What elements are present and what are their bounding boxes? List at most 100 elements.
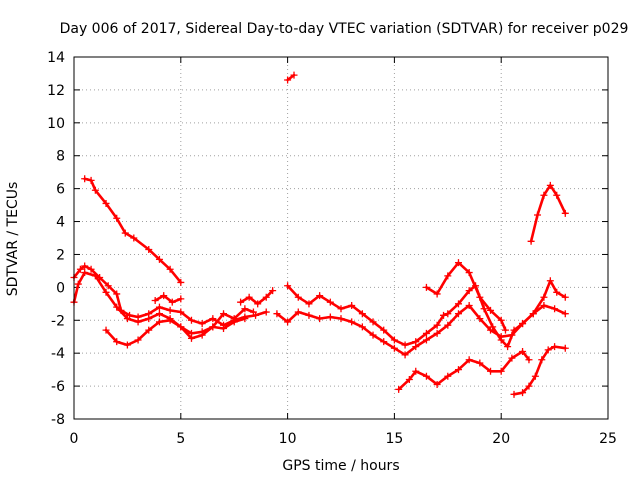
x-tick-label: 10 [279, 431, 297, 447]
data-point [348, 318, 356, 326]
series-line [275, 304, 567, 357]
data-point [151, 297, 159, 305]
data-point [540, 301, 548, 309]
data-point [74, 280, 82, 288]
data-point [510, 326, 518, 334]
x-tick-label: 25 [599, 431, 617, 447]
data-point [81, 262, 89, 270]
data-point [166, 265, 174, 273]
series-line [286, 73, 296, 82]
data-point [294, 293, 302, 301]
data-point [546, 181, 554, 189]
data-point [454, 310, 462, 318]
data-point [527, 237, 535, 245]
data-point [551, 343, 559, 351]
data-point [262, 293, 270, 301]
data-point [465, 287, 473, 295]
series-track-12 [422, 259, 509, 334]
data-point [510, 390, 518, 398]
data-point [534, 211, 542, 219]
data-point [433, 380, 441, 388]
data-point [561, 344, 569, 352]
data-point [519, 348, 527, 356]
data-point [134, 318, 142, 326]
y-tick-labels: -8 -6 -4 -2 0 2 4 6 8 10 12 14 [47, 50, 65, 428]
data-point [249, 308, 257, 316]
data-point [440, 311, 448, 319]
data-point [561, 209, 569, 217]
data-point [209, 315, 217, 323]
data-point [444, 372, 452, 380]
data-point [538, 356, 546, 364]
data-point [241, 305, 249, 313]
data-point [284, 282, 292, 290]
data-point [254, 300, 262, 308]
data-point [422, 329, 430, 337]
data-point [326, 313, 334, 321]
data-point [497, 316, 505, 324]
y-tick-label: -4 [51, 346, 65, 362]
data-point [422, 372, 430, 380]
y-tick-label: -6 [51, 379, 65, 395]
chart-title: Day 006 of 2017, Sidereal Day-to-day VTE… [60, 21, 629, 37]
data-point [525, 382, 533, 390]
data-point [546, 277, 554, 285]
data-point [76, 265, 84, 273]
data-point [465, 356, 473, 364]
data-point [476, 315, 484, 323]
data-point [198, 320, 206, 328]
data-point [405, 376, 413, 384]
data-point [401, 351, 409, 359]
data-point [433, 290, 441, 298]
data-point [504, 343, 512, 351]
data-point [519, 389, 527, 397]
data-point [121, 229, 129, 237]
data-point [198, 331, 206, 339]
data-point [501, 326, 509, 334]
y-tick-label: -8 [51, 412, 65, 428]
data-point [113, 338, 121, 346]
data-point [531, 372, 539, 380]
data-point [525, 356, 533, 364]
x-tick-label: 15 [385, 431, 403, 447]
data-point [273, 310, 281, 318]
data-point [177, 308, 185, 316]
data-point [155, 303, 163, 311]
data-point [480, 305, 488, 313]
data-point [237, 298, 245, 306]
data-point [487, 306, 495, 314]
data-point [454, 300, 462, 308]
data-point [102, 326, 110, 334]
data-point [412, 367, 420, 375]
series-track-1 [81, 175, 185, 286]
data-point [316, 292, 324, 300]
data-point [284, 318, 292, 326]
data-point [160, 292, 168, 300]
data-point [284, 76, 292, 84]
series-track-9 [395, 348, 533, 393]
data-point [326, 298, 334, 306]
series-track-10 [510, 343, 569, 398]
x-tick-label: 5 [176, 431, 185, 447]
data-point [540, 191, 548, 199]
series-track-6 [237, 287, 277, 308]
data-point [262, 308, 270, 316]
y-tick-label: 0 [56, 280, 65, 296]
series-track-5 [151, 292, 185, 306]
series-track-11 [527, 181, 569, 245]
data-point [337, 315, 345, 323]
data-point [369, 331, 377, 339]
data-point [81, 269, 89, 277]
series-track-4 [102, 305, 257, 349]
data-point [187, 334, 195, 342]
data-point [551, 305, 559, 313]
y-axis-label: SDTVAR / TECUs [5, 182, 21, 297]
data-point [123, 315, 131, 323]
data-point [91, 272, 99, 280]
data-point [444, 321, 452, 329]
data-point [476, 359, 484, 367]
data-point [294, 308, 302, 316]
data-point [305, 311, 313, 319]
x-tick-labels: 0 5 10 15 20 25 [70, 431, 617, 447]
